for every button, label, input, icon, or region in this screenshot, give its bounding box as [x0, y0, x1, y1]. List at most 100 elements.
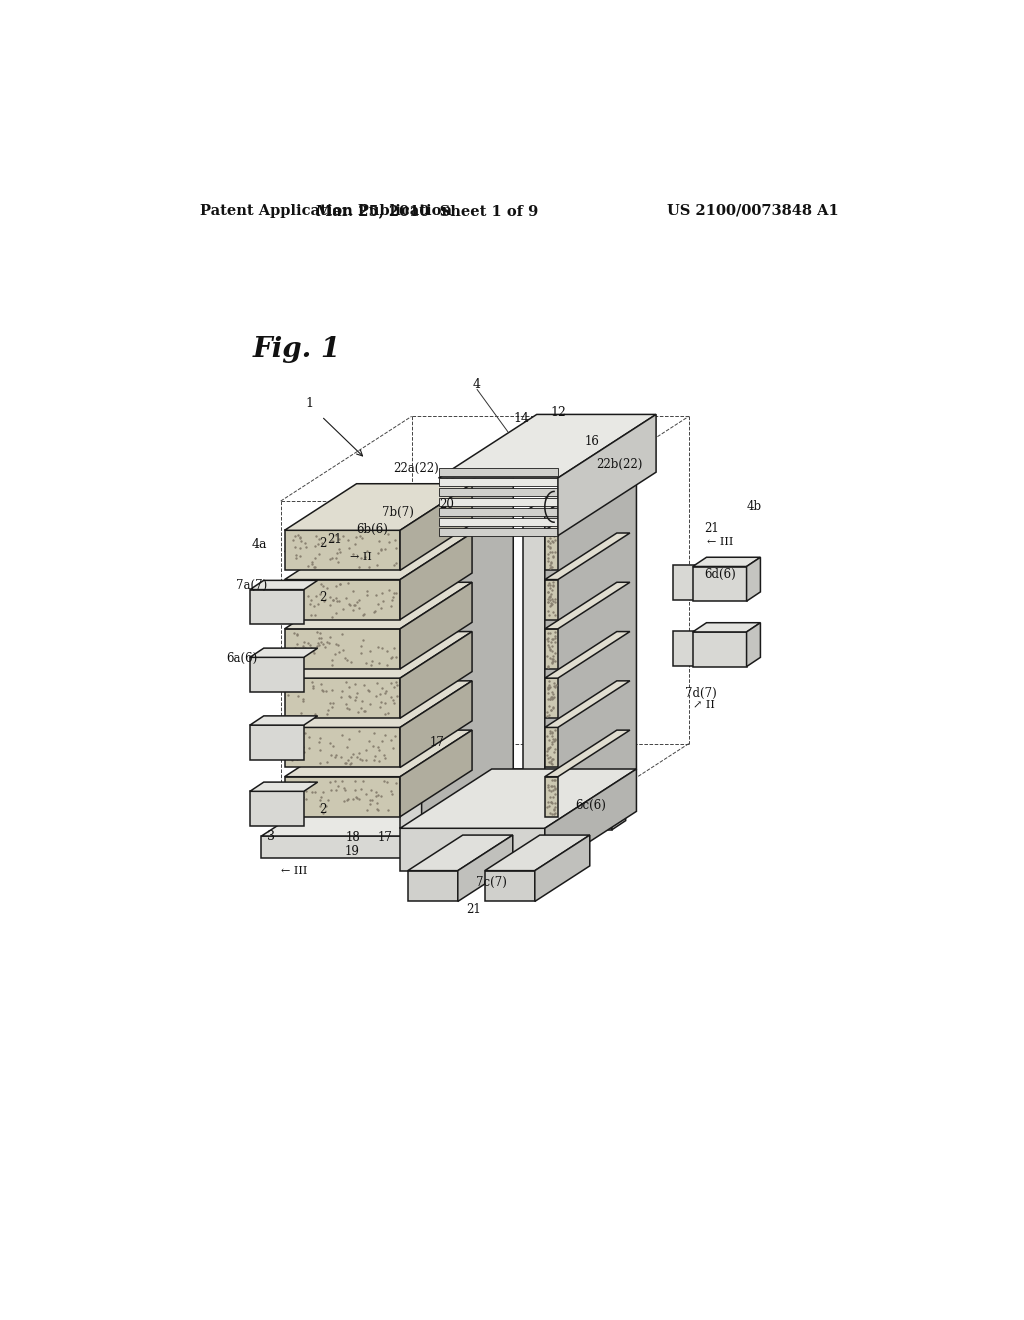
Point: [292, 537, 308, 558]
Point: [289, 634, 305, 655]
Polygon shape: [408, 797, 467, 858]
Point: [490, 503, 507, 524]
Point: [426, 504, 442, 525]
Point: [543, 792, 559, 813]
Text: 7d(7): 7d(7): [685, 686, 717, 700]
Point: [500, 500, 516, 521]
Point: [435, 503, 452, 524]
Point: [389, 675, 406, 696]
Polygon shape: [545, 628, 558, 669]
Point: [458, 500, 474, 521]
Point: [461, 503, 477, 524]
Point: [287, 730, 303, 751]
Point: [312, 789, 329, 810]
Point: [303, 590, 319, 611]
Polygon shape: [562, 788, 626, 797]
Point: [486, 500, 503, 521]
Point: [370, 636, 386, 657]
Point: [305, 676, 322, 697]
Point: [290, 780, 306, 801]
Point: [360, 680, 377, 701]
Point: [449, 503, 465, 524]
Point: [302, 605, 318, 626]
Point: [481, 503, 498, 524]
Point: [420, 503, 436, 524]
Point: [542, 537, 558, 558]
Point: [296, 775, 312, 796]
Point: [545, 645, 561, 667]
Point: [338, 752, 354, 774]
Point: [447, 504, 464, 525]
Point: [423, 502, 439, 523]
Point: [546, 800, 562, 821]
Point: [471, 503, 487, 524]
Point: [386, 638, 402, 659]
Point: [329, 543, 345, 564]
Point: [439, 504, 456, 525]
Text: Mar. 25, 2010  Sheet 1 of 9: Mar. 25, 2010 Sheet 1 of 9: [315, 203, 539, 218]
Point: [464, 504, 480, 525]
Point: [328, 524, 344, 545]
Point: [543, 686, 559, 708]
Point: [423, 503, 439, 524]
Point: [540, 677, 556, 698]
Point: [489, 502, 506, 523]
Point: [539, 628, 555, 649]
Point: [431, 500, 447, 521]
Point: [318, 751, 335, 772]
Point: [353, 777, 370, 799]
Point: [425, 500, 441, 521]
Point: [328, 747, 344, 768]
Point: [342, 746, 358, 767]
Point: [543, 524, 559, 545]
Point: [304, 553, 321, 574]
Point: [441, 503, 458, 524]
Point: [540, 623, 556, 644]
Point: [455, 503, 471, 524]
Point: [544, 726, 560, 747]
Point: [437, 502, 454, 523]
Polygon shape: [250, 725, 304, 760]
Point: [540, 635, 556, 656]
Point: [296, 631, 312, 652]
Point: [358, 652, 375, 673]
Point: [322, 771, 338, 792]
Point: [545, 651, 561, 672]
Point: [541, 704, 557, 725]
Point: [441, 500, 458, 521]
Point: [293, 593, 309, 614]
Point: [493, 502, 509, 523]
Point: [496, 500, 512, 521]
Point: [367, 601, 383, 622]
Point: [433, 500, 450, 521]
Point: [544, 681, 560, 702]
Point: [542, 595, 558, 616]
Point: [342, 686, 358, 708]
Point: [488, 503, 505, 524]
Point: [310, 533, 327, 554]
Point: [546, 731, 562, 752]
Point: [386, 676, 402, 697]
Point: [475, 502, 492, 523]
Point: [351, 748, 368, 770]
Point: [495, 502, 511, 523]
Point: [540, 550, 556, 572]
Polygon shape: [408, 836, 513, 871]
Point: [421, 503, 437, 524]
Point: [544, 541, 560, 562]
Point: [504, 504, 520, 525]
Point: [371, 750, 387, 771]
Point: [383, 780, 399, 801]
Point: [545, 688, 561, 709]
Point: [543, 780, 559, 801]
Point: [311, 528, 328, 549]
Point: [353, 698, 370, 719]
Point: [388, 553, 404, 574]
Point: [336, 752, 352, 774]
Point: [541, 677, 557, 698]
Point: [314, 634, 331, 655]
Point: [314, 680, 331, 701]
Point: [419, 500, 435, 521]
Point: [543, 593, 559, 614]
Point: [334, 623, 350, 644]
